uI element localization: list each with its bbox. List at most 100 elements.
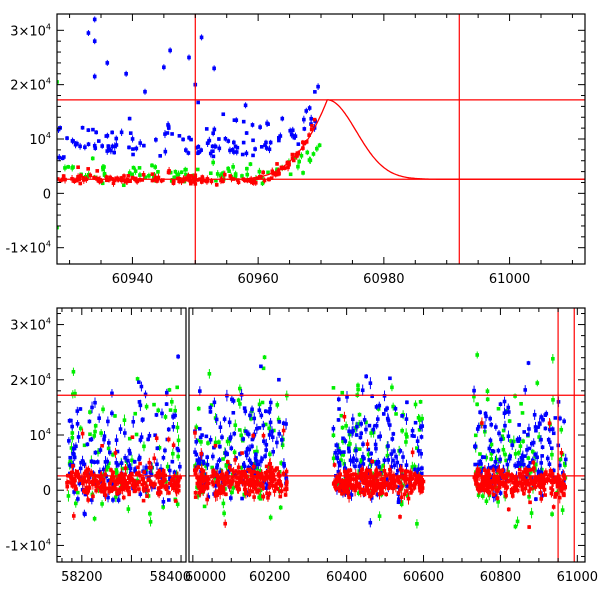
data-point <box>112 479 116 483</box>
data-point <box>229 176 234 181</box>
data-point <box>244 151 249 156</box>
data-point <box>88 437 93 442</box>
data-point <box>489 480 494 485</box>
data-point <box>199 440 203 444</box>
data-point <box>167 468 172 473</box>
data-point <box>173 499 178 503</box>
data-point <box>212 66 216 71</box>
data-point <box>296 142 301 146</box>
data-point <box>558 457 563 462</box>
data-point <box>388 475 392 479</box>
data-point <box>395 460 400 465</box>
data-point <box>254 459 258 463</box>
data-point <box>371 427 376 432</box>
data-point <box>147 173 151 178</box>
data-point <box>375 478 380 483</box>
data-point <box>366 475 370 480</box>
data-point <box>404 432 408 437</box>
data-point <box>74 444 78 449</box>
data-point <box>93 424 98 428</box>
data-point <box>491 468 496 473</box>
data-point <box>395 475 400 480</box>
data-point <box>164 487 169 492</box>
data-point <box>493 460 498 464</box>
data-point <box>268 515 273 520</box>
data-point <box>93 478 98 482</box>
data-point <box>142 444 146 449</box>
data-point <box>293 155 297 160</box>
data-point <box>505 462 510 467</box>
data-point <box>366 447 371 452</box>
data-point <box>173 413 177 418</box>
data-point <box>519 456 524 460</box>
data-point <box>250 437 255 442</box>
data-point <box>503 490 508 495</box>
data-point <box>227 169 231 173</box>
data-point <box>215 491 220 495</box>
data-point <box>226 139 231 143</box>
data-point <box>140 178 145 182</box>
data-point <box>73 478 77 483</box>
data-point <box>260 400 265 405</box>
data-point <box>57 155 62 160</box>
data-point <box>261 486 265 490</box>
data-point <box>504 475 509 480</box>
data-point <box>472 388 476 393</box>
data-point <box>480 475 484 479</box>
data-point <box>156 408 161 413</box>
data-point <box>358 463 363 468</box>
data-point <box>536 469 541 474</box>
data-point <box>528 476 533 481</box>
data-point <box>394 472 399 477</box>
data-point <box>129 476 134 481</box>
y-tick-label: 2×104 <box>10 77 51 94</box>
data-point <box>83 174 88 179</box>
data-point <box>263 454 267 459</box>
data-point <box>524 481 529 486</box>
data-point <box>57 80 59 84</box>
data-point <box>234 475 238 479</box>
data-point <box>501 436 506 441</box>
data-point <box>473 444 477 449</box>
data-point <box>173 408 177 413</box>
data-point <box>547 462 552 466</box>
data-point <box>526 464 531 469</box>
data-point <box>187 135 191 140</box>
data-point <box>368 494 373 499</box>
data-point <box>202 504 207 509</box>
data-point <box>262 178 267 183</box>
data-point <box>335 443 339 448</box>
data-point <box>85 442 90 447</box>
data-point <box>545 477 550 482</box>
data-point <box>507 473 511 477</box>
data-point <box>391 432 396 436</box>
data-point <box>278 494 283 499</box>
data-point <box>116 463 120 467</box>
data-point <box>99 479 103 484</box>
data-point <box>275 440 279 445</box>
data-point <box>479 482 484 486</box>
data-point <box>70 424 74 429</box>
data-point <box>123 472 127 477</box>
data-point <box>193 495 198 499</box>
data-point <box>251 474 255 479</box>
data-point <box>381 463 386 468</box>
data-point <box>518 475 522 479</box>
data-point <box>269 478 274 483</box>
data-point <box>90 156 95 161</box>
data-point <box>481 484 485 489</box>
data-point <box>119 178 124 183</box>
data-point <box>420 416 424 421</box>
data-point <box>164 402 169 406</box>
data-point <box>240 469 245 474</box>
bottom-plot-area <box>189 308 585 562</box>
data-point <box>553 476 558 481</box>
data-point <box>237 487 242 492</box>
data-point <box>533 425 538 429</box>
data-point <box>193 431 197 435</box>
data-point <box>253 472 257 477</box>
data-point <box>495 496 500 501</box>
data-point <box>131 419 136 424</box>
data-point <box>353 488 357 493</box>
data-point <box>114 461 119 465</box>
